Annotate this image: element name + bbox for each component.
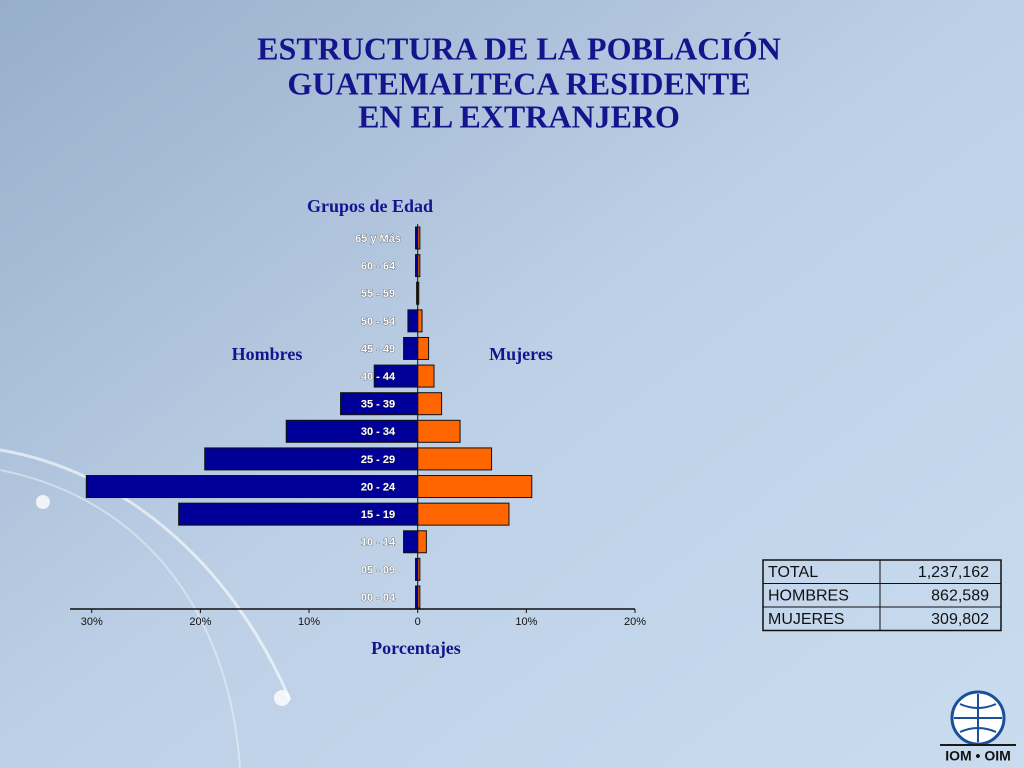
table-frame <box>762 559 1002 632</box>
category-label: 50 - 54 <box>361 316 396 328</box>
category-label: 60 - 64 <box>361 261 396 273</box>
table-cell: TOTAL <box>768 564 818 581</box>
table-cell: MUJERES <box>768 611 844 628</box>
table-cell: 862,589 <box>931 587 989 604</box>
bar <box>417 309 423 333</box>
title-line: ESTRUCTURA DE LA POBLACIÓN <box>257 30 781 66</box>
logo-rule <box>940 744 1016 746</box>
logo: IOM • OIM <box>940 690 1016 764</box>
title-line: GUATEMALTECA RESIDENTE <box>287 65 750 101</box>
bar <box>417 336 430 360</box>
category-label: 40 - 44 <box>361 371 396 383</box>
category-label: 65 y Más <box>355 233 401 245</box>
title-line: EN EL EXTRANJERO <box>358 98 680 134</box>
category-label: 00 - 04 <box>361 592 396 604</box>
bar <box>417 502 510 526</box>
decoration <box>0 469 241 768</box>
x-tick-label: 30% <box>81 616 103 628</box>
summary-table: TOTAL 1,237,162 HOMBRES 862,589 MUJERES 309,8… <box>762 559 1002 632</box>
x-tick-label: 0 <box>415 616 421 628</box>
x-tick-label: 10% <box>515 616 537 628</box>
bar <box>417 364 435 388</box>
decoration <box>36 495 50 509</box>
category-label: 35 - 39 <box>361 399 395 411</box>
table-cell: 1,237,162 <box>918 564 989 581</box>
logo-emblem <box>954 694 1002 742</box>
legend-label: Mujeres <box>489 344 553 364</box>
category-label: 10 - 14 <box>361 537 396 549</box>
legend-label: Hombres <box>232 344 303 364</box>
bar <box>417 419 461 443</box>
y-axis-label: Grupos de Edad <box>307 196 433 216</box>
category-label: 25 - 29 <box>361 454 395 466</box>
category-label: 15 - 19 <box>361 509 395 521</box>
bar <box>417 447 493 471</box>
category-label: 05 - 09 <box>361 564 395 576</box>
decoration <box>274 690 290 706</box>
chart: 00 - 04 05 - 09 10 - 14 15 - 19 20 - 24 25 - … <box>70 224 646 628</box>
category-label: 20 - 24 <box>361 481 396 493</box>
table-cell: 309,802 <box>931 611 989 628</box>
logo-text: IOM • OIM <box>945 748 1011 764</box>
bar <box>403 336 419 360</box>
x-tick-label: 10% <box>298 616 320 628</box>
bar <box>417 475 533 499</box>
category-label: 30 - 34 <box>361 426 396 438</box>
bar <box>403 530 419 554</box>
category-label: 55 - 59 <box>361 288 395 300</box>
x-tick-label: 20% <box>624 616 646 628</box>
bar <box>285 419 419 443</box>
bar <box>417 530 427 554</box>
x-tick-label: 20% <box>189 616 211 628</box>
bar <box>417 392 443 416</box>
decoration <box>0 448 292 701</box>
bar <box>407 309 419 333</box>
x-axis-label: Porcentajes <box>371 638 461 658</box>
table-cell: HOMBRES <box>768 587 849 604</box>
category-label: 45 - 49 <box>361 343 395 355</box>
